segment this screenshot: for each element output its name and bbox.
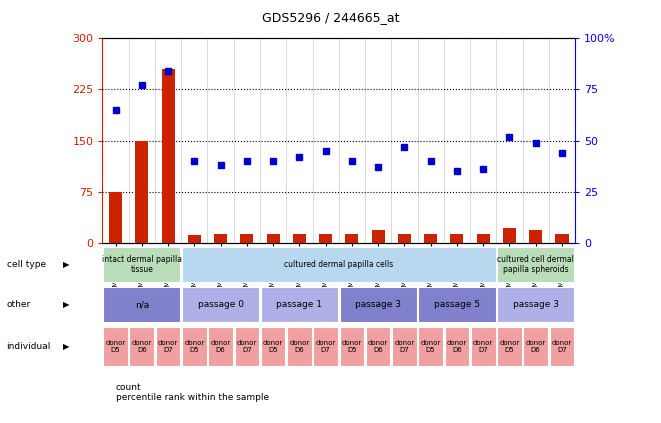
Text: passage 0: passage 0 [198, 300, 244, 309]
Bar [477, 233, 490, 243]
Bar [340, 287, 416, 322]
Text: cultured dermal papilla cells: cultured dermal papilla cells [284, 260, 393, 269]
Bar [450, 233, 463, 243]
Bar [503, 228, 516, 243]
Text: ▶: ▶ [63, 342, 69, 352]
Bar [319, 233, 332, 243]
Bar [261, 327, 286, 366]
Text: count: count [116, 382, 141, 392]
Bar [287, 327, 312, 366]
Text: passage 3: passage 3 [513, 300, 559, 309]
Text: ▶: ▶ [63, 300, 69, 309]
Text: intact dermal papilla
tissue: intact dermal papilla tissue [102, 255, 182, 274]
Text: donor
D6: donor D6 [210, 341, 231, 353]
Text: donor
D5: donor D5 [106, 341, 126, 353]
Text: donor
D6: donor D6 [290, 341, 309, 353]
Bar [208, 327, 233, 366]
Bar [340, 327, 364, 366]
Bar [424, 233, 437, 243]
Bar [103, 287, 180, 322]
Bar [497, 247, 574, 282]
Text: ▶: ▶ [63, 260, 69, 269]
Text: cell type: cell type [7, 260, 46, 269]
Bar [524, 327, 548, 366]
Bar [398, 233, 411, 243]
Bar [109, 192, 122, 243]
Text: donor
D5: donor D5 [342, 341, 362, 353]
Bar [182, 327, 207, 366]
Text: donor
D7: donor D7 [473, 341, 493, 353]
Text: passage 5: passage 5 [434, 300, 480, 309]
Text: donor
D7: donor D7 [394, 341, 414, 353]
Text: donor
D6: donor D6 [132, 341, 152, 353]
Text: donor
D7: donor D7 [158, 341, 178, 353]
Text: donor
D5: donor D5 [184, 341, 204, 353]
Bar [130, 327, 154, 366]
Bar [529, 230, 542, 243]
Bar [241, 233, 253, 243]
Bar [555, 233, 568, 243]
Text: donor
D7: donor D7 [315, 341, 336, 353]
Bar [497, 287, 574, 322]
Bar [214, 233, 227, 243]
Text: donor
D6: donor D6 [525, 341, 546, 353]
Text: individual: individual [7, 342, 51, 352]
Text: donor
D5: donor D5 [420, 341, 441, 353]
Text: n/a: n/a [135, 300, 149, 309]
Text: cultured cell dermal
papilla spheroids: cultured cell dermal papilla spheroids [497, 255, 574, 274]
Bar [235, 327, 259, 366]
Bar [471, 327, 496, 366]
Bar [188, 235, 201, 243]
Text: GDS5296 / 244665_at: GDS5296 / 244665_at [262, 11, 399, 24]
Text: passage 3: passage 3 [355, 300, 401, 309]
Bar [156, 327, 180, 366]
Bar [366, 327, 391, 366]
Bar [266, 233, 280, 243]
Text: donor
D7: donor D7 [237, 341, 257, 353]
Bar [103, 247, 180, 282]
Bar [293, 233, 306, 243]
Text: donor
D7: donor D7 [552, 341, 572, 353]
Bar [497, 327, 522, 366]
Text: donor
D5: donor D5 [263, 341, 284, 353]
Bar [418, 287, 496, 322]
Text: other: other [7, 300, 31, 309]
Bar [418, 327, 443, 366]
Bar [313, 327, 338, 366]
Bar [103, 327, 128, 366]
Bar [371, 230, 385, 243]
Text: percentile rank within the sample: percentile rank within the sample [116, 393, 269, 402]
Text: donor
D6: donor D6 [368, 341, 388, 353]
Bar [136, 141, 149, 243]
Bar [182, 247, 496, 282]
Bar [445, 327, 469, 366]
Bar [345, 233, 358, 243]
Text: passage 1: passage 1 [276, 300, 323, 309]
Text: donor
D6: donor D6 [447, 341, 467, 353]
Text: donor
D5: donor D5 [499, 341, 520, 353]
Bar [392, 327, 416, 366]
Bar [182, 287, 259, 322]
Bar [549, 327, 574, 366]
Bar [161, 69, 175, 243]
Bar [261, 287, 338, 322]
